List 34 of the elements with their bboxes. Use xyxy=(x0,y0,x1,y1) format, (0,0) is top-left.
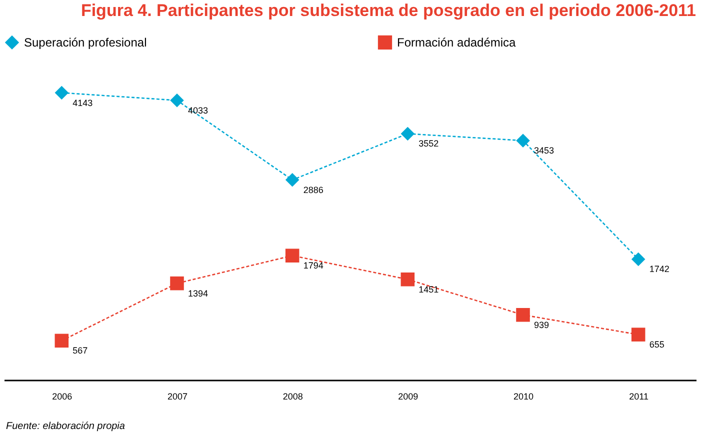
data-label: 2886 xyxy=(303,184,324,195)
point xyxy=(54,86,69,100)
point xyxy=(170,93,184,108)
data-label: 1794 xyxy=(303,260,324,271)
chart-title: Figura 4. Participantes por subsistema de posgrado en el periodo 2006-2011 xyxy=(80,1,696,20)
point xyxy=(631,252,646,266)
x-tick-label: 2007 xyxy=(167,392,188,402)
source-note: Fuente: elaboración propia xyxy=(6,421,126,432)
legend-label: Formación adadémica xyxy=(397,35,516,50)
point xyxy=(400,272,415,286)
data-label: 1742 xyxy=(649,264,670,274)
data-label: 3552 xyxy=(418,138,439,149)
point xyxy=(54,334,69,348)
data-label: 1451 xyxy=(418,284,439,294)
data-label: 655 xyxy=(649,340,664,350)
data-label: 3453 xyxy=(534,146,554,156)
data-label: 4143 xyxy=(72,98,93,108)
x-tick-label: 2011 xyxy=(629,392,649,402)
point xyxy=(285,248,300,263)
x-tick-label: 2008 xyxy=(282,392,303,402)
x-tick-label: 2006 xyxy=(52,392,72,402)
point xyxy=(400,126,415,141)
point xyxy=(516,134,530,148)
point xyxy=(631,328,646,342)
data-label: 1394 xyxy=(188,288,208,298)
point xyxy=(516,308,530,322)
x-tick-label: 2009 xyxy=(398,392,418,402)
data-label: 4033 xyxy=(188,105,208,116)
legend-label: Superación profesional xyxy=(24,35,147,50)
point xyxy=(285,173,300,187)
x-tick-label: 2010 xyxy=(513,392,534,402)
data-label: 567 xyxy=(72,346,88,356)
data-label: 939 xyxy=(534,320,550,330)
point xyxy=(170,276,184,290)
